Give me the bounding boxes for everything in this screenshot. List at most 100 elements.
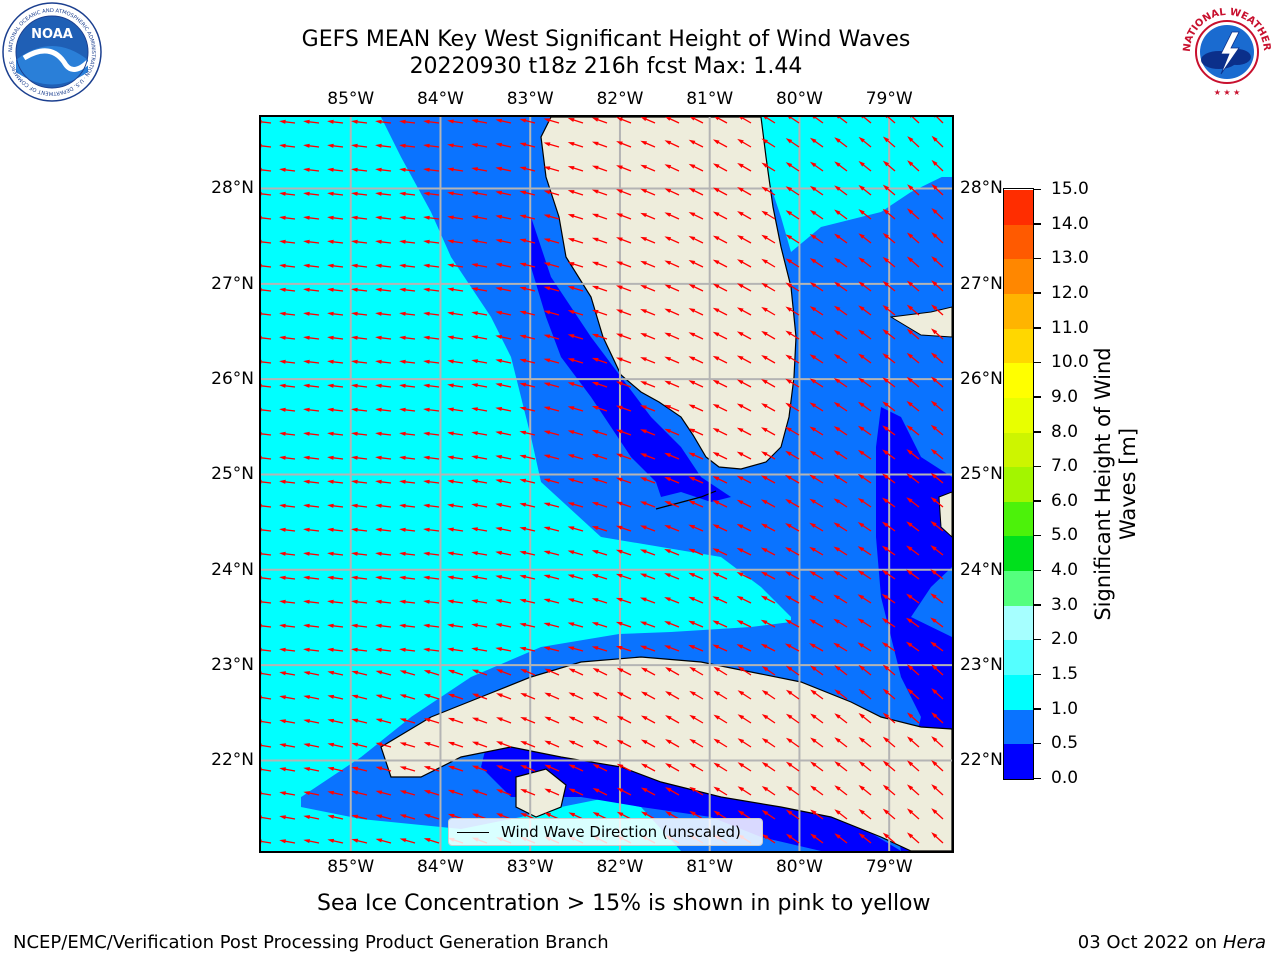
wave-direction-arrow <box>543 286 560 292</box>
wave-direction-arrow <box>785 809 800 820</box>
wave-direction-arrow <box>639 621 656 628</box>
wave-direction-arrow <box>664 308 680 316</box>
colorbar-tick-label: 9.0 <box>1051 386 1079 407</box>
wave-direction-arrow <box>375 335 392 340</box>
colorbar-band <box>1004 224 1033 260</box>
lat-tick-label-left: 24°N <box>211 559 254 580</box>
colorbar-band <box>1004 328 1033 364</box>
wave-direction-arrow <box>591 237 608 244</box>
wave-direction-arrow <box>591 165 608 172</box>
wave-direction-arrow <box>375 814 392 820</box>
wave-direction-arrow <box>327 503 344 508</box>
wave-direction-arrow <box>399 718 416 724</box>
colorbar-band <box>1004 258 1033 294</box>
wave-direction-arrow <box>471 575 488 580</box>
wave-direction-arrow <box>712 620 728 628</box>
wave-direction-arrow <box>882 473 896 484</box>
wave-direction-arrow <box>664 236 680 244</box>
wave-direction-arrow <box>785 833 800 844</box>
wave-direction-arrow <box>567 118 584 124</box>
lon-tick-label-top: 81°W <box>686 89 734 109</box>
wave-direction-arrow <box>399 287 416 292</box>
wave-direction-arrow <box>567 646 584 652</box>
wave-direction-arrow <box>544 668 560 676</box>
wave-direction-arrow <box>689 690 704 700</box>
wave-direction-arrow <box>931 256 944 268</box>
wave-direction-arrow <box>809 258 824 268</box>
wave-direction-arrow <box>471 287 488 292</box>
lon-tick-label-top: 84°W <box>416 89 464 109</box>
wave-direction-arrow <box>375 694 392 700</box>
wave-direction-arrow <box>261 167 272 172</box>
wave-direction-arrow <box>737 762 752 772</box>
wave-direction-arrow <box>543 550 560 556</box>
wave-direction-arrow <box>640 381 656 388</box>
lon-tick-label-bottom: 81°W <box>686 857 734 877</box>
wave-direction-arrow <box>640 140 656 148</box>
wave-direction-arrow <box>279 503 296 508</box>
wave-direction-arrow <box>833 402 848 412</box>
wave-direction-arrow <box>375 215 392 220</box>
wave-direction-arrow <box>639 645 656 652</box>
wave-direction-arrow <box>906 593 920 604</box>
wave-direction-arrow <box>471 311 488 316</box>
wave-direction-arrow <box>688 524 704 532</box>
wave-direction-arrow <box>519 430 536 436</box>
wave-direction-arrow <box>495 262 512 268</box>
wave-direction-arrow <box>495 503 512 508</box>
lat-tick-label-right: 25°N <box>960 464 1003 485</box>
wave-direction-arrow <box>665 667 680 676</box>
wave-direction-arrow <box>858 136 872 148</box>
wave-direction-arrow <box>591 117 608 124</box>
sea-1-to-1.5m-atlantic <box>752 117 952 252</box>
wave-direction-arrow <box>907 160 920 172</box>
wave-direction-arrow <box>665 739 680 748</box>
wave-direction-arrow <box>906 473 920 484</box>
wave-direction-arrow <box>736 451 752 460</box>
wave-direction-arrow <box>785 234 800 244</box>
colorbar-tick-mark <box>1034 431 1041 433</box>
wave-direction-arrow <box>688 476 704 484</box>
wave-direction-arrow <box>713 786 728 796</box>
wave-direction-arrow <box>785 499 800 508</box>
wave-direction-arrow <box>279 575 296 580</box>
wave-direction-arrow <box>761 306 776 316</box>
wave-direction-arrow <box>279 263 296 268</box>
wave-direction-arrow <box>399 167 416 172</box>
wave-direction-arrow <box>495 310 512 316</box>
colorbar-tick-mark <box>1034 604 1041 606</box>
wave-direction-arrow <box>688 452 704 460</box>
wave-direction-arrow <box>375 790 392 796</box>
wave-direction-arrow <box>882 712 896 724</box>
wave-direction-arrow <box>736 427 752 436</box>
wave-direction-arrow <box>423 287 440 292</box>
wave-direction-arrow <box>519 310 536 316</box>
wave-direction-arrow <box>761 786 776 796</box>
wave-direction-arrow <box>447 167 464 172</box>
wave-direction-arrow <box>327 623 344 628</box>
wave-direction-arrow <box>303 311 320 316</box>
wave-direction-arrow <box>327 838 344 844</box>
colorbar-tick-mark <box>1034 188 1041 190</box>
wave-direction-arrow <box>910 117 920 124</box>
lat-tick-label-right: 26°N <box>960 369 1003 390</box>
wave-direction-arrow <box>882 497 896 508</box>
wave-direction-arrow <box>640 811 656 820</box>
colorbar-tick-mark <box>1034 361 1041 364</box>
wave-direction-arrow <box>519 358 536 364</box>
wave-direction-arrow <box>931 232 944 244</box>
wave-direction-arrow <box>327 647 344 652</box>
colorbar-tick-label: 0.0 <box>1051 768 1079 788</box>
colorbar-tick-label: 5.0 <box>1051 525 1079 546</box>
wave-direction-arrow <box>688 500 704 508</box>
wave-direction-arrow <box>375 167 392 172</box>
wave-direction-arrow <box>351 359 368 364</box>
wave-direction-arrow <box>399 311 416 316</box>
wave-direction-arrow <box>858 832 872 844</box>
wave-direction-arrow <box>714 117 728 124</box>
wave-direction-arrow <box>713 738 728 748</box>
wave-direction-arrow <box>810 737 824 748</box>
wave-direction-arrow <box>327 742 344 748</box>
wave-direction-arrow <box>471 623 488 628</box>
wave-direction-arrow <box>689 714 704 724</box>
